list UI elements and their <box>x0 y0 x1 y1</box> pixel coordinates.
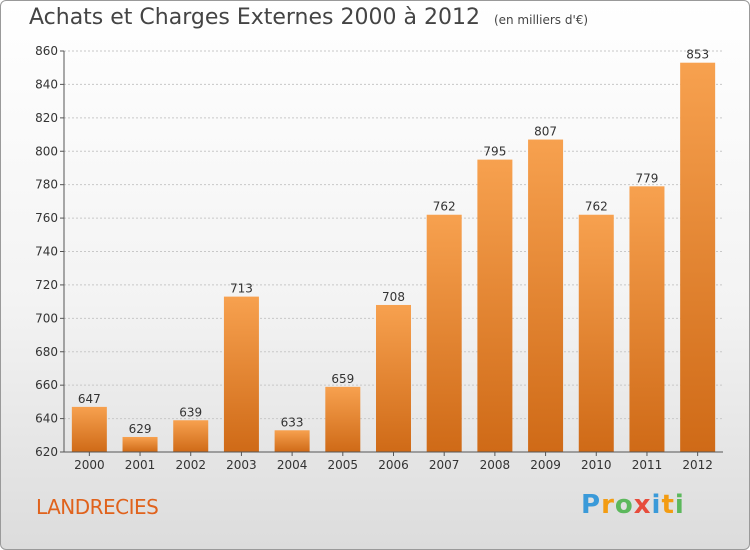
x-tick-label: 2011 <box>632 458 663 472</box>
x-tick-label: 2002 <box>175 458 206 472</box>
data-label: 659 <box>331 372 354 386</box>
logo-letter: i <box>651 490 662 520</box>
y-axis: 620 640 660 680 700 720 740 760 780 800 820 840 860 <box>35 44 65 459</box>
logo-letter: t <box>661 490 675 520</box>
x-tick-label: 2010 <box>581 458 612 472</box>
y-tick-label: 860 <box>35 44 58 58</box>
bar <box>629 186 665 452</box>
y-tick-label: 840 <box>35 77 58 91</box>
bar <box>426 214 462 452</box>
bar <box>71 406 107 452</box>
y-tick-label: 720 <box>35 278 58 292</box>
data-label: 633 <box>281 415 304 429</box>
logo-letter: i <box>674 490 685 520</box>
logo-letter: P <box>581 490 602 520</box>
place-name: LANDRECIES <box>36 495 159 519</box>
data-label: 853 <box>686 48 709 62</box>
x-tick-label: 2012 <box>682 458 713 472</box>
chart-title: Achats et Charges Externes 2000 à 2012 (e… <box>29 5 588 30</box>
x-axis: 2000 2001 2002 2003 2004 2005 2006 2007 2008 2009… <box>64 451 723 472</box>
y-tick-label: 740 <box>35 245 58 259</box>
data-label: 807 <box>534 125 557 139</box>
bar <box>528 139 564 452</box>
bar <box>477 159 513 452</box>
data-label: 762 <box>585 200 608 214</box>
chart-title-text: Achats et Charges Externes 2000 à 2012 <box>29 5 480 30</box>
logo-letter: x <box>633 490 652 520</box>
x-tick-label: 2004 <box>277 458 308 472</box>
x-tick-label: 2007 <box>429 458 460 472</box>
bar <box>173 420 209 452</box>
y-tick-label: 800 <box>35 144 58 158</box>
y-tick-label: 680 <box>35 345 58 359</box>
data-label: 708 <box>382 290 405 304</box>
bars: 647 629 639 713 633 659 708 762 795 807 762 779 853 <box>71 48 716 453</box>
x-tick-label: 2001 <box>125 458 156 472</box>
bar <box>680 62 716 453</box>
y-tick-label: 760 <box>35 211 58 225</box>
x-tick-label: 2008 <box>480 458 511 472</box>
data-label: 647 <box>78 392 101 406</box>
bar <box>274 430 310 452</box>
data-label: 762 <box>433 200 456 214</box>
data-label: 713 <box>230 282 253 296</box>
logo-letter: r <box>601 490 615 520</box>
data-label: 639 <box>179 405 202 419</box>
bar <box>223 296 259 452</box>
y-tick-label: 640 <box>35 412 58 426</box>
x-tick-label: 2005 <box>328 458 359 472</box>
data-label: 629 <box>129 422 152 436</box>
data-label: 779 <box>636 171 659 185</box>
bar <box>122 436 158 452</box>
bar <box>376 304 411 452</box>
bar <box>578 214 614 452</box>
y-tick-label: 780 <box>35 178 58 192</box>
y-tick-label: 620 <box>35 445 58 459</box>
data-label: 795 <box>483 145 506 159</box>
bar <box>325 386 361 452</box>
chart-subtitle: (en milliers d'€) <box>493 13 589 27</box>
x-tick-label: 2006 <box>378 458 409 472</box>
y-tick-label: 820 <box>35 111 58 125</box>
x-tick-label: 2000 <box>74 458 105 472</box>
y-tick-label: 700 <box>35 311 58 325</box>
proxiti-logo: Proxiti <box>581 490 685 520</box>
x-tick-label: 2003 <box>226 458 257 472</box>
y-tick-label: 660 <box>35 378 58 392</box>
logo-letter: o <box>614 490 634 520</box>
x-tick-label: 2009 <box>530 458 561 472</box>
